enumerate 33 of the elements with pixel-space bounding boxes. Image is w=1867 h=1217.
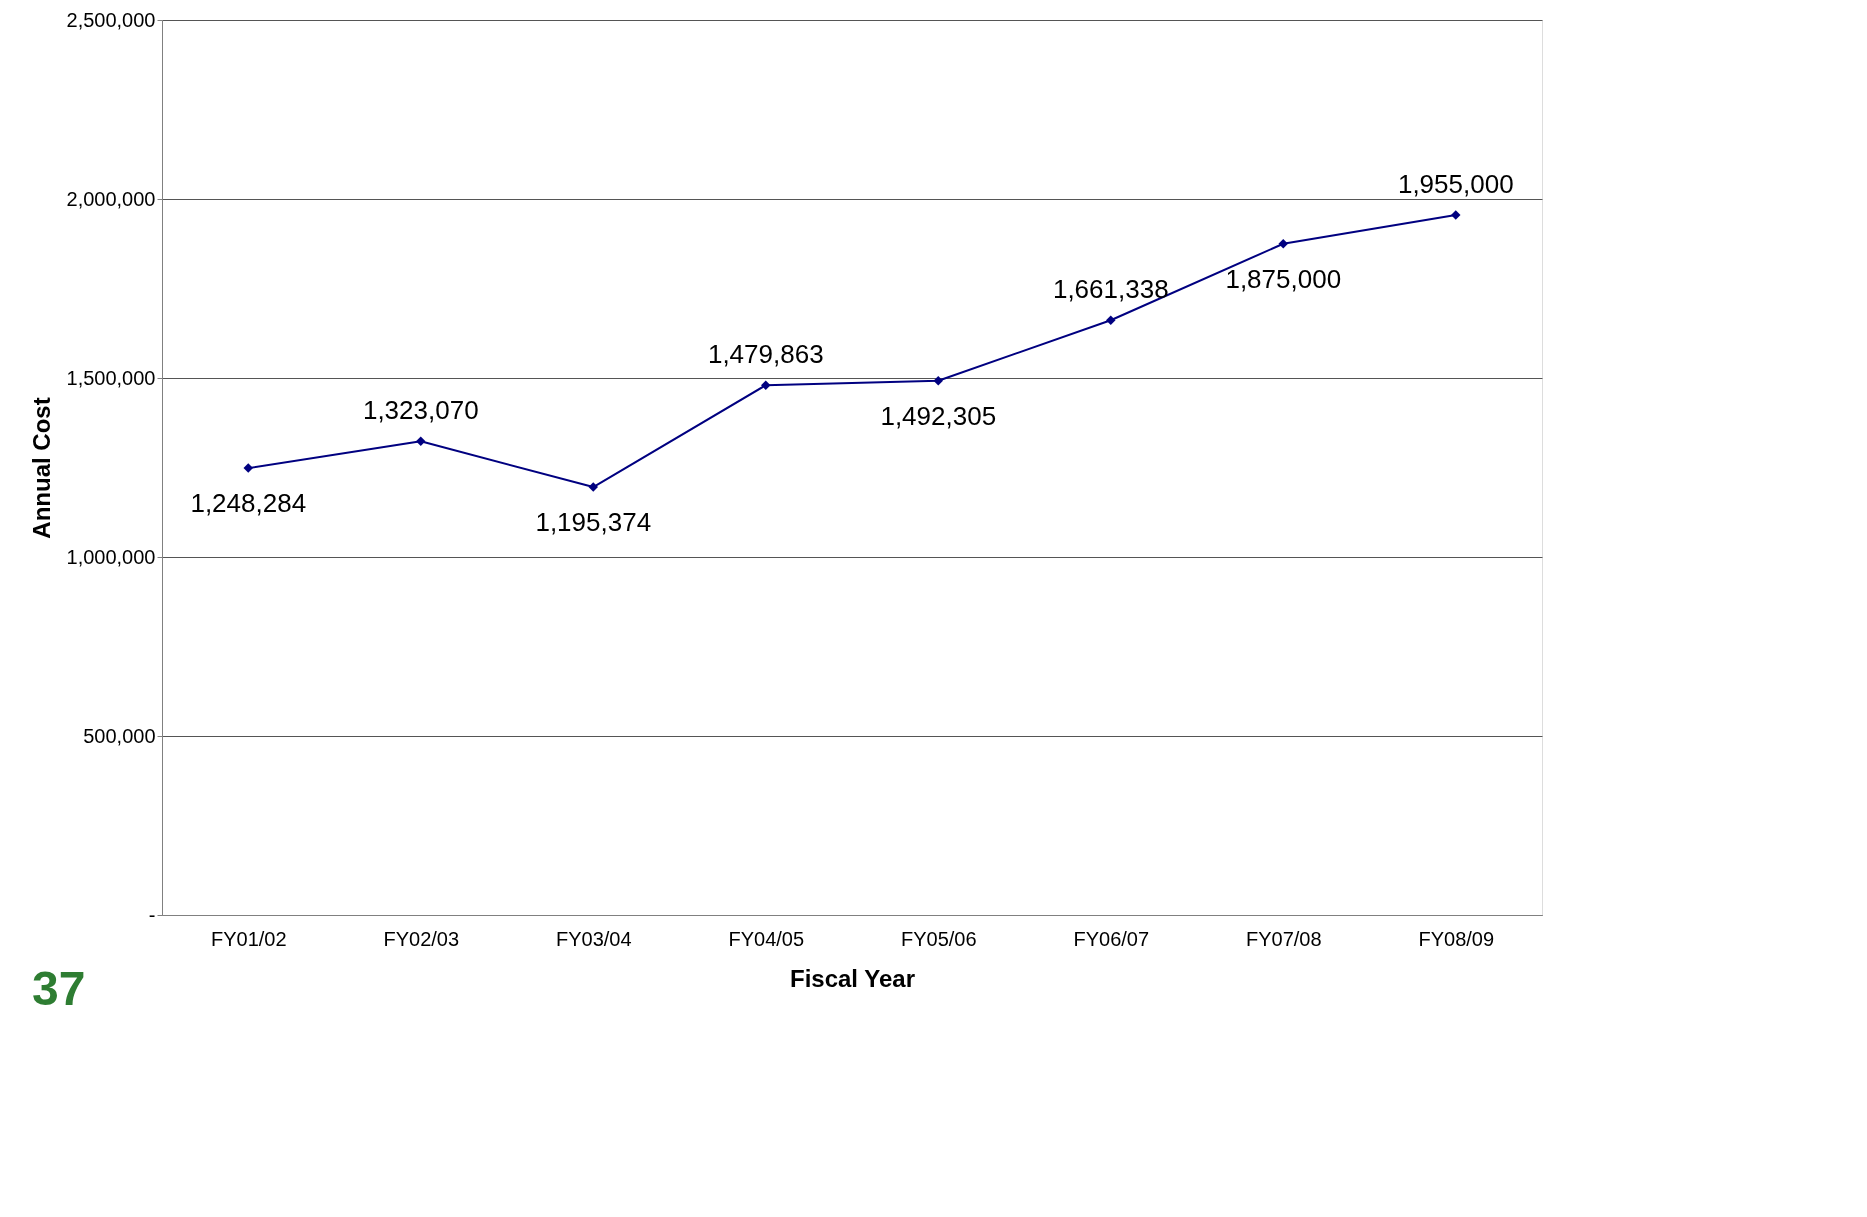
point: [1451, 210, 1461, 220]
data-label: 1,492,305: [880, 400, 997, 431]
data-label: 1,195,374: [535, 507, 652, 538]
x-tick-label: FY07/08: [1245, 927, 1322, 950]
data-label: 1,248,284: [190, 488, 307, 519]
x-tick-label: FY01/02: [210, 927, 287, 950]
point: [761, 380, 771, 390]
x-tick-label: FY08/09: [1418, 927, 1495, 950]
y-tick-label: 2,000,000: [66, 187, 156, 210]
point: [588, 482, 598, 492]
point: [243, 463, 253, 473]
y-tick-label: -: [148, 903, 156, 926]
y-tick-label: 1,500,000: [66, 366, 156, 389]
y-axis-title: Annual Cost: [27, 397, 55, 539]
x-tick-label: FY04/05: [728, 927, 805, 950]
point: [1106, 315, 1116, 325]
text: 37: [32, 962, 86, 1015]
x-tick-label: FY06/07: [1073, 927, 1150, 950]
x-axis-title: Fiscal Year: [790, 964, 915, 992]
data-label: 1,875,000: [1225, 263, 1342, 294]
data-label: 1,479,863: [707, 339, 824, 370]
point: [416, 436, 426, 447]
point: [1278, 239, 1288, 249]
point: [933, 376, 943, 386]
data-label: 1,955,000: [1397, 169, 1514, 200]
y-tick-label: 500,000: [83, 724, 156, 747]
y-tick-label: 2,500,000: [66, 8, 156, 31]
data-label: 1,661,338: [1052, 274, 1169, 305]
y-tick-label: 1,000,000: [66, 545, 156, 568]
x-tick-label: FY02/03: [383, 927, 460, 950]
x-tick-label: FY03/04: [555, 927, 632, 950]
x-tick-label: FY05/06: [900, 927, 977, 950]
data-label: 1,323,070: [362, 395, 479, 426]
